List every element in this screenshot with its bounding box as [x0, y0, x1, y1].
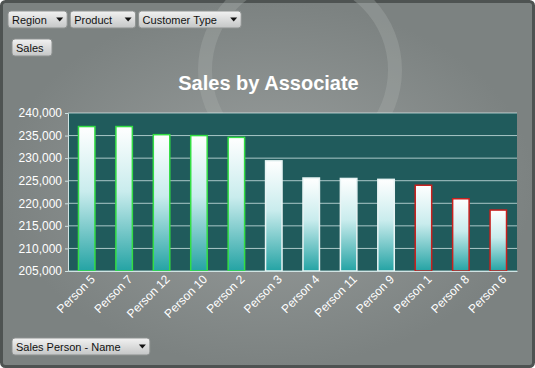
x-tick: Person 5: [54, 271, 98, 316]
y-tick-mark: [65, 136, 68, 137]
button-box[interactable]: [139, 11, 242, 28]
x-tick: Person 9: [353, 271, 397, 316]
x-axis-line: [69, 271, 518, 272]
y-tick: 240,000: [19, 106, 68, 120]
y-tick: 220,000: [19, 197, 68, 211]
y-tick: 215,000: [19, 219, 68, 233]
x-tick: Person 1: [391, 271, 435, 316]
grid-line: [68, 135, 517, 136]
grid-line: [68, 113, 517, 114]
x-tick-label: Person 5: [54, 272, 98, 316]
dropdown-arrow[interactable]: [139, 345, 146, 349]
bar: [303, 178, 319, 271]
grid-line: [68, 180, 517, 181]
field-button[interactable]: Sales: [12, 39, 52, 56]
x-tick-label: Person 2: [204, 272, 248, 316]
y-tick-label: 230,000: [19, 151, 63, 165]
bar: [340, 178, 356, 271]
background: [2, 2, 534, 367]
dropdown-arrow[interactable]: [230, 18, 237, 22]
grid-line: [68, 248, 517, 249]
y-tick-label: 235,000: [19, 129, 63, 143]
field-button[interactable]: Product: [70, 11, 135, 28]
y-tick-mark: [65, 248, 68, 249]
bar: [266, 161, 282, 271]
grid-line: [68, 203, 517, 204]
y-tick-label: 215,000: [19, 219, 63, 233]
bars: [78, 127, 506, 271]
x-tick: Person 2: [204, 271, 248, 316]
y-tick-label: 220,000: [19, 197, 63, 211]
chart-root: Sales by Associate205,000210,000215,0002…: [0, 0, 535, 368]
button-label[interactable]: Region: [12, 14, 47, 26]
x-tick-label: Person 6: [466, 272, 510, 316]
x-tick: Person 11: [312, 271, 360, 320]
x-tick-label: Person 8: [428, 272, 472, 316]
y-tick-mark: [65, 181, 68, 182]
x-tick: Person 3: [241, 271, 285, 316]
y-tick-mark: [65, 203, 68, 204]
bar: [453, 199, 469, 271]
button-box[interactable]: [8, 11, 67, 28]
y-axis-line: [65, 114, 69, 272]
plot-area: [68, 113, 517, 271]
y-axis: 205,000 210,000 215,000 220,000 225,000 230,0…: [19, 106, 69, 278]
x-tick-label: Person 11: [312, 272, 360, 320]
y-tick-mark: [65, 158, 68, 159]
x-tick: Person 6: [466, 271, 510, 316]
button-label[interactable]: Sales Person - Name: [16, 341, 121, 353]
y-tick-mark: [65, 226, 68, 227]
y-tick: 225,000: [19, 174, 68, 188]
bar: [191, 136, 207, 271]
bar: [116, 127, 132, 271]
button-box[interactable]: [12, 338, 150, 355]
x-tick: Person 10: [161, 271, 210, 321]
grid-line: [68, 158, 517, 159]
y-tick: 230,000: [19, 151, 68, 165]
dropdown-arrow[interactable]: [56, 18, 63, 22]
bar: [490, 210, 506, 271]
grid: [68, 113, 517, 271]
field-button[interactable]: Region: [8, 11, 67, 28]
field-button[interactable]: Sales Person - Name: [12, 338, 150, 355]
y-tick: 205,000: [19, 264, 68, 278]
y-tick: 210,000: [19, 242, 68, 256]
x-tick-label: Person 3: [241, 272, 285, 316]
button-label[interactable]: Product: [74, 14, 112, 26]
x-tick-label: Person 9: [353, 272, 397, 316]
bar: [78, 127, 94, 271]
y-tick-label: 205,000: [19, 264, 63, 278]
y-tick-label: 225,000: [19, 174, 63, 188]
y-tick: 235,000: [19, 129, 68, 143]
x-axis: Person 5Person 7Person 12Person 10Person…: [54, 271, 518, 321]
x-tick-label: Person 10: [161, 272, 210, 321]
grid-line: [68, 271, 517, 272]
y-tick-mark: [65, 271, 68, 272]
chart-title: Sales by Associate: [178, 72, 358, 94]
x-tick: Person 8: [428, 271, 472, 316]
y-tick-label: 210,000: [19, 242, 63, 256]
bar: [228, 137, 244, 271]
y-tick-mark: [65, 113, 68, 114]
bar: [378, 179, 394, 271]
button-box[interactable]: [70, 11, 135, 28]
button-label[interactable]: Sales: [16, 42, 44, 54]
dropdown-arrow[interactable]: [125, 18, 132, 22]
x-tick-label: Person 1: [391, 272, 435, 316]
bar: [153, 135, 169, 271]
y-tick-label: 240,000: [19, 106, 63, 120]
field-button[interactable]: Customer Type: [139, 11, 242, 28]
button-label[interactable]: Customer Type: [143, 14, 217, 26]
grid-line: [68, 225, 517, 226]
button-box[interactable]: [12, 39, 52, 56]
bar: [415, 185, 431, 271]
